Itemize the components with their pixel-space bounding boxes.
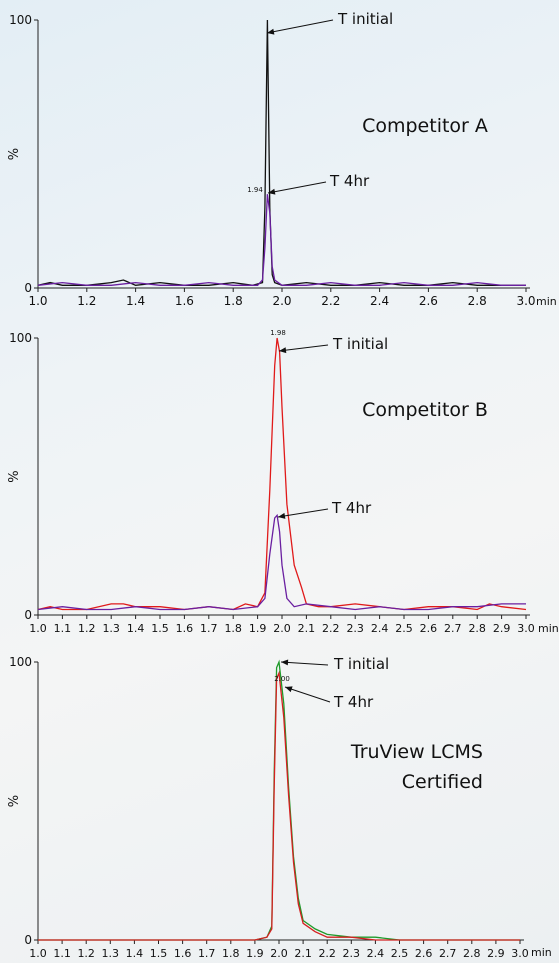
series-line-1 xyxy=(38,670,520,941)
x-tick-label: 2.1 xyxy=(298,622,316,635)
x-tick-label: 1.6 xyxy=(176,622,194,635)
x-tick-label: 2.3 xyxy=(346,622,364,635)
x-tick-label: 2.4 xyxy=(370,294,389,308)
annotation-label: T initial xyxy=(332,335,388,353)
x-tick-label: 1.5 xyxy=(150,947,168,960)
y-tick-label: 0 xyxy=(24,608,32,622)
y-axis-label: % xyxy=(7,795,22,807)
x-tick-label: 1.0 xyxy=(29,947,47,960)
x-tick-label: 1.6 xyxy=(174,947,192,960)
x-tick-label: 1.1 xyxy=(53,947,71,960)
y-axis-label: % xyxy=(7,148,22,160)
series-line-0 xyxy=(38,659,520,941)
x-tick-label: 3.0 xyxy=(516,294,535,308)
series-line-1 xyxy=(37,513,526,611)
x-tick-label: 2.6 xyxy=(419,294,438,308)
x-tick-label: 2.9 xyxy=(487,947,505,960)
annotation-arrow xyxy=(267,181,327,194)
x-unit-label: min xyxy=(536,295,557,308)
x-tick-label: 1.8 xyxy=(224,622,242,635)
x-tick-label: 2.0 xyxy=(273,622,291,635)
annotation-label: T initial xyxy=(333,655,389,673)
series-line-1 xyxy=(37,194,526,286)
x-tick-label: 2.2 xyxy=(318,947,336,960)
annotation-arrowhead xyxy=(267,28,275,35)
annotation-label: T 4hr xyxy=(329,172,370,190)
x-tick-label: 3.0 xyxy=(511,947,529,960)
x-tick-label: 2.8 xyxy=(463,947,481,960)
x-tick-label: 1.0 xyxy=(29,622,47,635)
x-tick-label: 1.5 xyxy=(151,622,169,635)
y-tick-label: 0 xyxy=(24,281,32,295)
x-tick-label: 1.8 xyxy=(222,947,240,960)
x-tick-label: 1.7 xyxy=(200,622,218,635)
y-tick-label: 100 xyxy=(9,13,32,27)
y-tick-label: 100 xyxy=(9,331,32,345)
x-tick-label: 1.1 xyxy=(54,622,72,635)
x-tick-label: 1.4 xyxy=(126,947,144,960)
x-tick-label: 1.3 xyxy=(102,947,120,960)
series-line-0 xyxy=(37,337,527,611)
x-tick-label: 2.6 xyxy=(415,947,433,960)
x-tick-label: 2.0 xyxy=(272,294,291,308)
x-tick-label: 2.5 xyxy=(391,947,409,960)
y-axis-label: % xyxy=(7,470,22,482)
x-tick-label: 2.8 xyxy=(468,622,486,635)
x-tick-label: 2.4 xyxy=(371,622,389,635)
panel-label: Competitor B xyxy=(362,399,488,421)
x-tick-label: 2.5 xyxy=(395,622,413,635)
x-tick-label: 2.7 xyxy=(439,947,457,960)
x-tick-label: 1.7 xyxy=(198,947,216,960)
panel-label: Competitor A xyxy=(362,115,488,137)
x-tick-label: 2.0 xyxy=(270,947,288,960)
annotation-arrow xyxy=(278,344,329,352)
x-tick-label: 2.1 xyxy=(294,947,312,960)
panel-label-line2: Certified xyxy=(402,771,483,793)
annotation-arrowhead xyxy=(281,659,289,666)
panel-label: TruView LCMS xyxy=(350,741,483,763)
annotation-label: T 4hr xyxy=(333,693,374,711)
x-tick-label: 1.3 xyxy=(102,622,120,635)
x-tick-label: 1.4 xyxy=(127,622,145,635)
x-tick-label: 1.2 xyxy=(77,294,96,308)
x-tick-label: 1.9 xyxy=(249,622,267,635)
x-tick-label: 2.6 xyxy=(420,622,438,635)
x-tick-label: 2.7 xyxy=(444,622,462,635)
x-unit-label: min xyxy=(531,946,552,959)
annotation-arrowhead xyxy=(279,347,287,354)
x-tick-label: 3.0 xyxy=(517,622,535,635)
annotation-arrow xyxy=(280,661,329,666)
annotation-arrowhead xyxy=(278,512,286,519)
annotation-arrow xyxy=(266,19,334,34)
annotation-arrowhead xyxy=(268,188,276,195)
x-tick-label: 2.3 xyxy=(343,947,361,960)
x-tick-label: 1.2 xyxy=(77,947,95,960)
annotation-label: T 4hr xyxy=(331,499,372,517)
x-tick-label: 2.4 xyxy=(367,947,385,960)
annotation-label: T initial xyxy=(337,10,393,28)
x-tick-label: 2.8 xyxy=(468,294,487,308)
annotation-arrowhead xyxy=(285,686,293,693)
annotation-arrow xyxy=(284,686,331,703)
x-tick-label: 2.2 xyxy=(322,622,340,635)
series-line-0 xyxy=(37,19,526,286)
x-tick-label: 2.2 xyxy=(321,294,340,308)
x-tick-label: 1.0 xyxy=(28,294,47,308)
y-tick-label: 100 xyxy=(9,655,32,669)
x-tick-label: 1.6 xyxy=(175,294,194,308)
x-tick-label: 1.8 xyxy=(224,294,243,308)
y-tick-label: 0 xyxy=(24,933,32,947)
peak-label: 2.00 xyxy=(274,675,290,683)
peak-label: 1.94 xyxy=(247,186,263,194)
peak-label: 1.98 xyxy=(270,329,286,337)
x-tick-label: 1.2 xyxy=(78,622,96,635)
x-tick-label: 2.9 xyxy=(493,622,511,635)
annotation-arrow xyxy=(277,508,329,518)
x-unit-label: min xyxy=(538,622,559,635)
x-tick-label: 1.4 xyxy=(126,294,145,308)
x-tick-label: 1.9 xyxy=(246,947,264,960)
